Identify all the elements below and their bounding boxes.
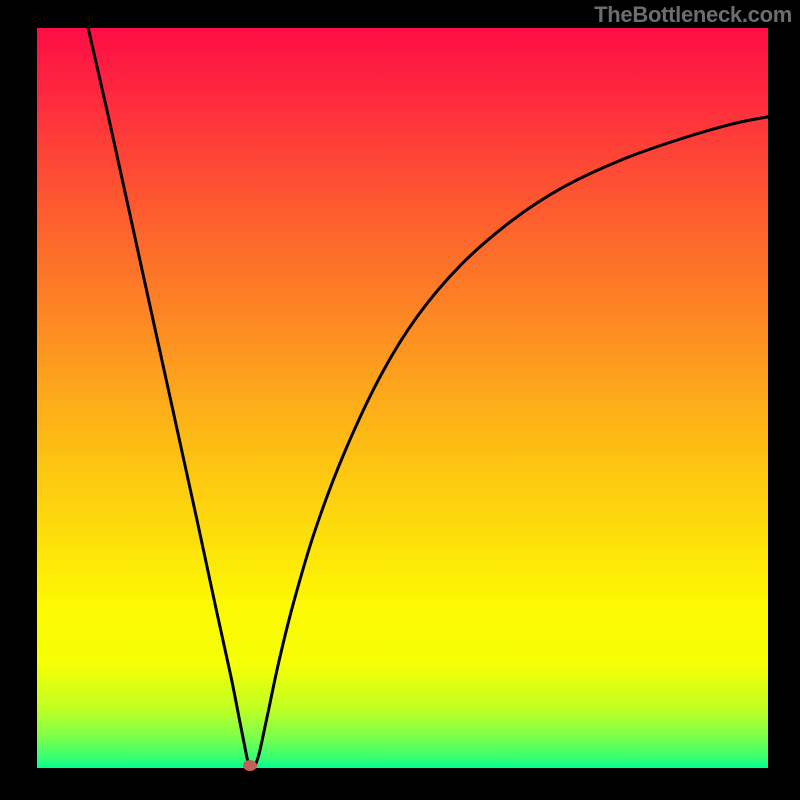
minimum-marker [243, 760, 257, 771]
plot-area [37, 28, 768, 768]
watermark-text: TheBottleneck.com [594, 2, 792, 28]
